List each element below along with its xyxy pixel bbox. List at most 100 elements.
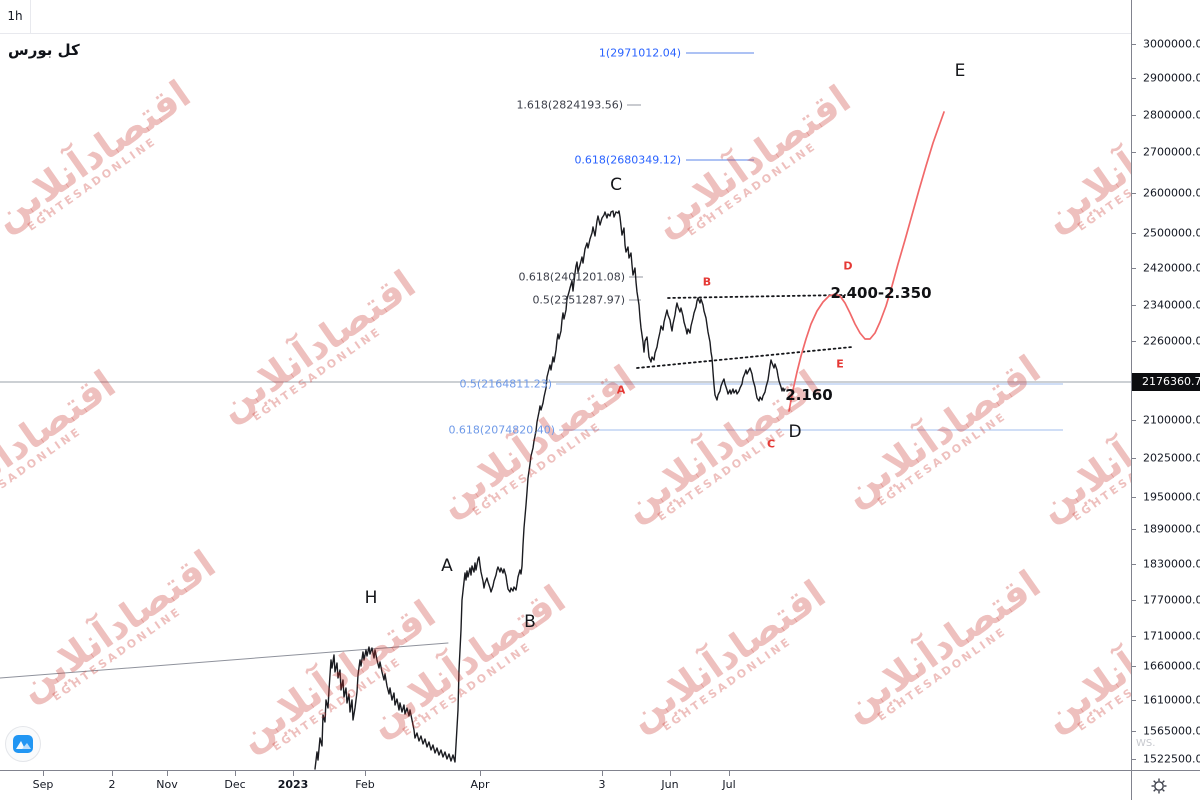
price-axis-label: 1950000.00 — [1143, 490, 1200, 504]
red-wave-label-e[interactable]: E — [836, 357, 844, 371]
red-wave-label-c[interactable]: C — [766, 437, 776, 451]
price-axis-tick — [1132, 341, 1136, 342]
time-axis-tick — [602, 771, 603, 776]
price-axis-tick — [1132, 420, 1136, 421]
price-axis-tick — [1132, 268, 1136, 269]
price-axis-tick — [1132, 666, 1136, 667]
price-axis-tick — [1132, 600, 1136, 601]
price-axis-label: 1565000.00 — [1143, 724, 1200, 738]
price-axis-label: 1610000.00 — [1143, 693, 1200, 707]
legend-divider — [0, 33, 1131, 34]
time-axis-label: Jul — [722, 778, 736, 791]
time-axis-tick — [480, 771, 481, 776]
price-axis-tick — [1132, 233, 1136, 234]
time-axis-label: 3 — [598, 778, 606, 791]
price-axis-tick — [1132, 115, 1136, 116]
price-axis-label: 1710000.00 — [1143, 629, 1200, 643]
time-axis-tick — [365, 771, 366, 776]
fib-level-label[interactable]: 0.618(2074820.40) — [448, 423, 555, 437]
price-target-annotation[interactable]: 2.160 — [785, 386, 833, 404]
price-axis-label: 2100000.00 — [1143, 413, 1200, 427]
price-axis-label: 2700000.00 — [1143, 145, 1200, 159]
time-axis-tick — [167, 771, 168, 776]
price-axis-tick — [1132, 193, 1136, 194]
wave-label-c[interactable]: C — [610, 175, 622, 195]
dotted-triangle-trendline[interactable] — [667, 294, 846, 299]
time-axis-tick — [112, 771, 113, 776]
price-axis-label: 2500000.00 — [1143, 226, 1200, 240]
price-axis-label: 1522500.00 — [1143, 752, 1200, 766]
logo-button[interactable] — [5, 726, 41, 762]
time-axis-tick — [670, 771, 671, 776]
price-axis-label: 1830000.00 — [1143, 557, 1200, 571]
time-axis[interactable]: Sep 2 Nov Dec 2023 Feb Apr 3 Jun Jul — [0, 770, 1131, 800]
wave-label-a[interactable]: A — [441, 556, 453, 576]
time-axis-label: Sep — [32, 778, 54, 791]
time-axis-tick — [43, 771, 44, 776]
price-axis-tick — [1132, 78, 1136, 79]
last-price-text: 2176360.74 — [1142, 375, 1200, 388]
price-axis-label: 2025000.00 — [1143, 451, 1200, 465]
red-wave-label-b[interactable]: B — [702, 275, 712, 289]
price-axis-label: 2260000.00 — [1143, 334, 1200, 348]
time-axis-label: Nov — [156, 778, 178, 791]
symbol-title[interactable]: کل بورس — [8, 41, 80, 59]
price-axis-tick — [1132, 759, 1136, 760]
time-axis-label: Dec — [224, 778, 246, 791]
price-axis-label: 1770000.00 — [1143, 593, 1200, 607]
wave-label-d[interactable]: D — [788, 422, 802, 442]
time-axis-label: Apr — [470, 778, 490, 791]
axis-corner — [1131, 770, 1200, 800]
time-axis-label: Feb — [355, 778, 375, 791]
price-axis-tick — [1132, 731, 1136, 732]
price-axis-tick — [1132, 152, 1136, 153]
price-axis-label: 1660000.00 — [1143, 659, 1200, 673]
price-series-line[interactable] — [314, 210, 786, 770]
fib-level-label[interactable]: 1(2971012.04) — [598, 46, 681, 60]
price-axis-tick — [1132, 305, 1136, 306]
last-price-badge: 2176360.74 — [1132, 373, 1200, 391]
wave-label-e[interactable]: E — [954, 61, 966, 81]
time-axis-tick — [235, 771, 236, 776]
price-axis-label: 2600000.00 — [1143, 186, 1200, 200]
mountain-chart-logo-icon — [13, 735, 33, 753]
price-axis-label: 2800000.00 — [1143, 108, 1200, 122]
fib-level-label[interactable]: 0.618(2680349.12) — [574, 153, 681, 167]
time-axis-label: 2023 — [277, 778, 309, 791]
price-axis-label: 1890000.00 — [1143, 522, 1200, 536]
time-axis-tick — [293, 771, 294, 776]
price-axis-label: 2420000.00 — [1143, 261, 1200, 275]
fib-level-label[interactable]: 0.5(2164811.23) — [459, 377, 552, 391]
price-axis-tick — [1132, 700, 1136, 701]
price-axis-tick — [1132, 497, 1136, 498]
red-wave-label-d[interactable]: D — [843, 259, 853, 273]
dotted-triangle-trendline[interactable] — [636, 346, 853, 369]
timeframe-text: 1h — [7, 9, 23, 23]
price-axis-tick — [1132, 636, 1136, 637]
price-axis-label: 2900000.00 — [1143, 71, 1200, 85]
chart-canvas[interactable]: اقتصادآنلاین EGHTESADONLINE اقتصادآنلاین EG… — [0, 0, 1131, 770]
chart-plot[interactable] — [0, 0, 1131, 770]
price-axis-label: 2340000.00 — [1143, 298, 1200, 312]
price-axis-tick — [1132, 458, 1136, 459]
fib-level-label[interactable]: 1.618(2824193.56) — [516, 98, 623, 112]
time-axis-label: 2 — [108, 778, 116, 791]
projection-curve[interactable] — [788, 111, 945, 412]
fib-level-label[interactable]: 0.618(2401201.08) — [518, 270, 625, 284]
timeframe-label[interactable]: 1h — [0, 0, 31, 33]
price-axis-label: 3000000.00 — [1143, 37, 1200, 51]
red-wave-label-a[interactable]: A — [616, 383, 626, 397]
fib-level-label[interactable]: 0.5(2351287.97) — [532, 293, 625, 307]
price-axis-tick — [1132, 44, 1136, 45]
time-axis-tick — [729, 771, 730, 776]
time-axis-label: Jun — [661, 778, 679, 791]
price-target-annotation[interactable]: 2.400-2.350 — [830, 284, 932, 302]
wave-label-b[interactable]: B — [524, 612, 536, 632]
price-axis[interactable]: WS. 2176360.74 3000000.00 2900000.00 28000… — [1131, 0, 1200, 770]
settings-gear-icon[interactable] — [1150, 777, 1168, 795]
ws-watermark-label: WS. — [1136, 738, 1156, 749]
price-axis-tick — [1132, 564, 1136, 565]
wave-label-h[interactable]: H — [364, 588, 378, 608]
trendline[interactable] — [0, 642, 449, 679]
